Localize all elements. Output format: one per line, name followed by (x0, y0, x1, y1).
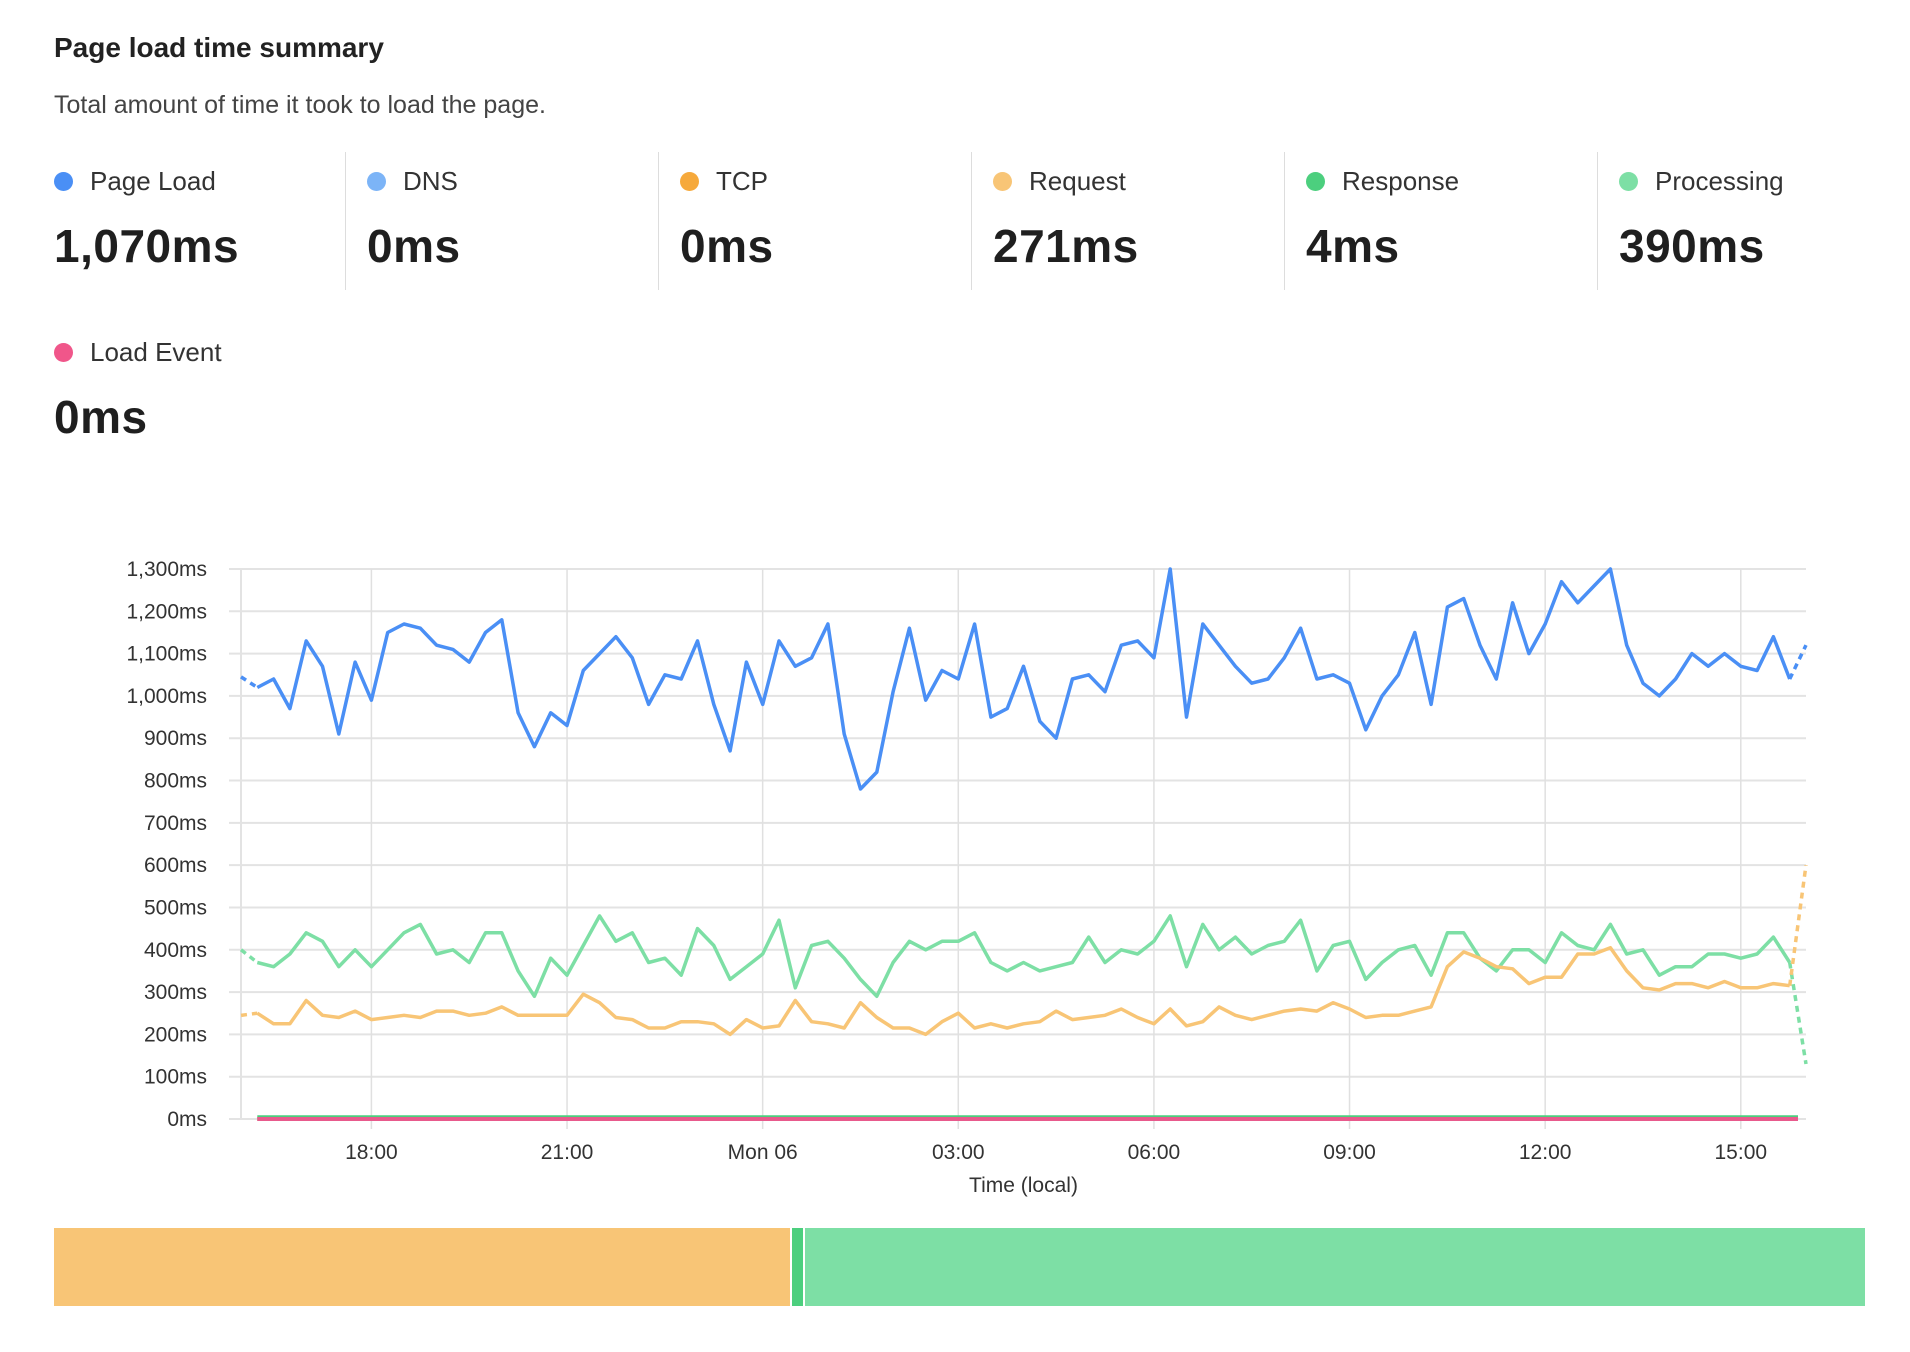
metric-value: 0ms (680, 220, 774, 272)
y-tick-label: 500ms (144, 896, 207, 919)
series-dashed-start-page-load (240, 675, 259, 689)
metric-value: 1,070ms (54, 220, 240, 272)
x-tick-label: 09:00 (1323, 1141, 1376, 1164)
y-tick-label: 100ms (144, 1066, 207, 1089)
metric-label-text: Response (1342, 165, 1460, 196)
metric-tcp: TCP 0ms (680, 165, 993, 303)
metric-label: TCP (680, 165, 993, 197)
series-line-processing (256, 914, 1792, 999)
series-dashed-start-request (240, 1011, 258, 1018)
metric-value: 0ms (367, 220, 461, 272)
metric-value: 0ms (54, 391, 148, 443)
metric-load-event: Load Event 0ms (54, 336, 367, 474)
metric-label: Page Load (54, 165, 367, 197)
x-tick-label: 15:00 (1715, 1141, 1768, 1164)
x-tick-label: 03:00 (932, 1141, 985, 1164)
metric-divider (1284, 152, 1285, 290)
legend-dot-icon (54, 342, 73, 362)
x-tick-label: Mon 06 (728, 1141, 798, 1164)
series-dashed-end-page-load (1788, 644, 1808, 680)
y-tick-label: 700ms (144, 812, 207, 835)
y-tick-label: 1,000ms (126, 685, 207, 708)
y-tick-label: 600ms (144, 854, 207, 877)
breakdown-bar (54, 1228, 1865, 1306)
metric-dns: DNS 0ms (367, 165, 680, 303)
legend-dot-icon (1306, 171, 1325, 191)
metric-label-text: TCP (716, 165, 768, 196)
metric-divider (345, 152, 346, 290)
y-tick-label: 1,300ms (126, 558, 207, 581)
series-line-page-load (256, 567, 1792, 791)
series-dashed-start-processing (239, 948, 259, 964)
bar-segment-processing (803, 1228, 1865, 1306)
y-tick-label: 800ms (144, 770, 207, 793)
metric-label: Load Event (54, 336, 367, 368)
page-title: Page load time summary (54, 32, 384, 63)
legend-dot-icon (54, 171, 73, 191)
y-tick-label: 0ms (167, 1108, 207, 1131)
metric-divider (1597, 152, 1598, 290)
legend-dot-icon (680, 171, 699, 191)
legend-dot-icon (1619, 171, 1638, 191)
metric-label: Processing (1619, 165, 1910, 197)
metric-divider (658, 152, 659, 290)
y-tick-label: 1,100ms (126, 643, 207, 666)
x-axis-label: Time (local) (969, 1174, 1078, 1197)
x-tick-label: 21:00 (541, 1141, 594, 1164)
metric-label-text: Page Load (90, 165, 216, 196)
y-tick-label: 300ms (144, 981, 207, 1004)
metric-label-text: Request (1029, 165, 1126, 196)
bar-segment-response (790, 1228, 804, 1306)
metric-label-text: DNS (403, 165, 458, 196)
metric-value: 4ms (1306, 220, 1400, 272)
metric-processing: Processing 390ms (1619, 165, 1910, 303)
x-tick-label: 06:00 (1128, 1141, 1181, 1164)
x-tick-label: 18:00 (345, 1141, 398, 1164)
legend-dot-icon (367, 171, 386, 191)
metric-response: Response 4ms (1306, 165, 1619, 303)
y-tick-label: 1,200ms (126, 600, 207, 623)
legend-dot-icon (993, 171, 1012, 191)
x-tick-label: 12:00 (1519, 1141, 1572, 1164)
metric-label: DNS (367, 165, 680, 197)
metric-value: 390ms (1619, 220, 1765, 272)
series-dashed-end-processing (1787, 962, 1808, 1065)
series-line-request (256, 945, 1790, 1037)
metric-request: Request 271ms (993, 165, 1306, 303)
metric-label: Request (993, 165, 1306, 197)
y-tick-label: 400ms (144, 939, 207, 962)
series-dashed-end-request (1787, 864, 1808, 986)
metric-label: Response (1306, 165, 1619, 197)
y-tick-label: 900ms (144, 727, 207, 750)
metric-label-text: Load Event (90, 336, 222, 367)
metric-value: 271ms (993, 220, 1139, 272)
bar-segment-request (54, 1228, 791, 1306)
page-subtitle: Total amount of time it took to load the… (54, 91, 546, 119)
metric-label-text: Processing (1655, 165, 1784, 196)
metric-divider (971, 152, 972, 290)
metric-page-load: Page Load 1,070ms (54, 165, 367, 303)
y-tick-label: 200ms (144, 1023, 207, 1046)
